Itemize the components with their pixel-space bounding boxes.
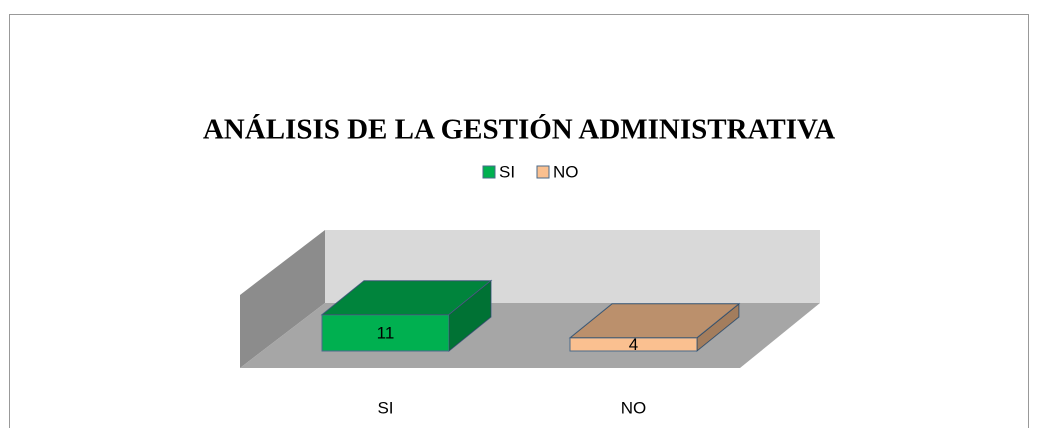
legend-label: NO	[553, 162, 579, 181]
side-wall	[240, 230, 325, 368]
legend-swatch	[536, 165, 550, 179]
bar-front	[321, 314, 450, 352]
data-label: 4	[629, 335, 638, 354]
chart-frame	[9, 14, 1029, 428]
bar-side-shade	[697, 303, 739, 351]
data-label: 11	[377, 323, 395, 342]
bar-top-shade	[322, 280, 491, 315]
legend-label: SI	[499, 162, 515, 181]
x-tick-label: SI	[377, 398, 393, 417]
bar-top-shade	[570, 303, 739, 338]
x-tick-label: NO	[621, 398, 647, 417]
bar-side-shade	[449, 280, 491, 351]
chart-title: ANÁLISIS DE LA GESTIÓN ADMINISTRATIVA	[203, 113, 835, 146]
bar-side	[696, 302, 740, 353]
legend-swatch	[482, 165, 496, 179]
bar-side	[448, 279, 492, 353]
